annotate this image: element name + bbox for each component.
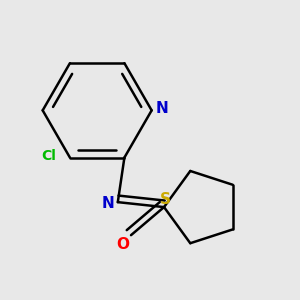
Text: Cl: Cl	[41, 149, 56, 163]
Text: S: S	[160, 192, 171, 207]
Text: N: N	[155, 101, 168, 116]
Text: O: O	[116, 237, 129, 252]
Text: N: N	[101, 196, 114, 211]
